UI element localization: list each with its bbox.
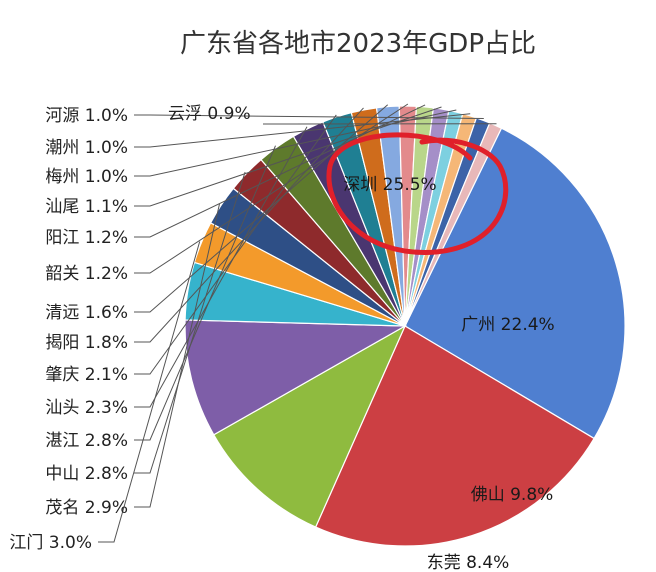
slice-label: 佛山 9.8% bbox=[471, 485, 554, 505]
leader-line bbox=[134, 103, 409, 274]
leader-line bbox=[134, 106, 442, 207]
chart-title: 广东省各地市2023年GDP占比 bbox=[180, 29, 536, 59]
leader-line bbox=[134, 203, 220, 508]
leader-line bbox=[134, 104, 426, 238]
slice-label: 东莞 8.4% bbox=[427, 553, 510, 572]
slice-label: 中山 2.8% bbox=[45, 464, 128, 484]
pie-slice bbox=[314, 325, 595, 547]
slice-label: 韶关 1.2% bbox=[45, 264, 128, 284]
slice-labels: 深圳 25.5% 广州 22.4% 佛山 9.8% 东莞 8.4% 江门 3.0% 茂名 … bbox=[9, 104, 554, 572]
slice-label: 河源 1.0% bbox=[45, 106, 128, 126]
leader-line bbox=[134, 107, 364, 343]
slice-label: 云浮 0.9% bbox=[168, 104, 251, 124]
slice-label: 揭阳 1.8% bbox=[45, 333, 128, 353]
leader-line bbox=[134, 109, 457, 177]
leader-line bbox=[134, 104, 389, 313]
highlight-circle bbox=[326, 132, 509, 255]
leader-line bbox=[134, 145, 276, 441]
leader-line bbox=[134, 113, 471, 148]
slice-label: 深圳 25.5% bbox=[343, 175, 436, 195]
leader-lines bbox=[98, 103, 497, 543]
pie-slice bbox=[404, 122, 503, 327]
slice-label: 广州 22.4% bbox=[461, 315, 554, 335]
slice-label: 湛江 2.8% bbox=[45, 431, 128, 451]
slice-label: 阳江 1.2% bbox=[45, 228, 128, 248]
slice-label: 江门 3.0% bbox=[9, 533, 92, 553]
slice-label: 汕头 2.3% bbox=[45, 398, 128, 418]
slice-label: 茂名 2.9% bbox=[45, 498, 128, 518]
leader-line bbox=[98, 241, 201, 543]
pie-slice bbox=[404, 127, 626, 440]
slice-label: 肇庆 2.1% bbox=[45, 365, 128, 385]
slice-label: 清远 1.6% bbox=[45, 303, 128, 323]
leader-line bbox=[134, 114, 484, 119]
slice-label: 梅州 1.0% bbox=[45, 167, 128, 187]
slice-label: 汕尾 1.1% bbox=[45, 197, 128, 217]
leader-line bbox=[134, 114, 337, 375]
pie-slice bbox=[212, 324, 407, 528]
pie-slice bbox=[184, 319, 408, 436]
slice-label: 潮州 1.0% bbox=[45, 138, 128, 158]
